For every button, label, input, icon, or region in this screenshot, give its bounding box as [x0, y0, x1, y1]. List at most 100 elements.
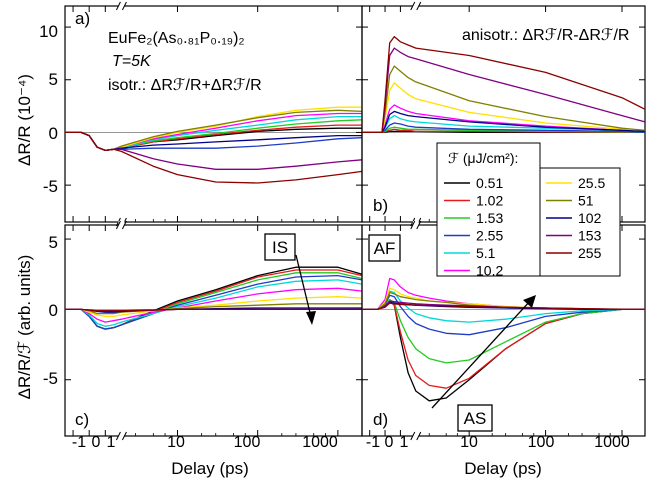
- axis-break-mark: [121, 1, 127, 11]
- panel-label-d: d): [373, 410, 388, 429]
- x-tick-label: -1: [72, 434, 86, 451]
- y-tick-label: -5: [43, 177, 58, 196]
- annotation-anisotropic: anisotr.: ΔRℱ/R-ΔRℱ/R: [462, 27, 629, 44]
- y-tick-label: 10: [39, 22, 58, 41]
- series-line: [362, 65, 646, 134]
- legend-frame-2: [539, 167, 621, 277]
- x-axis-label-right: Delay (ps): [464, 459, 541, 478]
- series-line: [65, 296, 363, 318]
- legend-label: 51: [578, 193, 594, 209]
- arrowhead-is: [306, 311, 316, 325]
- panel-label-c: c): [75, 410, 89, 429]
- x-tick-label: 0: [385, 434, 394, 451]
- x-axis-label-left: Delay (ps): [171, 459, 248, 478]
- legend-label: 255: [578, 245, 602, 261]
- x-tick-label: 1000: [594, 434, 630, 451]
- x-tick-label: 0: [92, 434, 101, 451]
- annotation-temperature: T=5K: [112, 53, 152, 70]
- axis-break-mark: [115, 1, 121, 11]
- x-tick-label: 100: [234, 434, 261, 451]
- legend-label: 1.02: [476, 193, 503, 209]
- series-line: [65, 269, 363, 330]
- panel-c: [64, 220, 363, 441]
- legend-label: 102: [578, 210, 602, 226]
- annotation-as: AS: [464, 409, 487, 428]
- series-line: [65, 307, 362, 313]
- y-tick-label: 5: [49, 70, 58, 89]
- legend-label: 2.55: [476, 228, 503, 244]
- y-tick-labels-top: 10 5 0 -5: [39, 22, 58, 196]
- series-line: [65, 274, 363, 330]
- y-tick-label: 0: [49, 124, 58, 143]
- axis-break-mark: [410, 220, 416, 230]
- y-axis-label-top: ΔR/R (10⁻⁴): [15, 74, 34, 166]
- series-line: [65, 287, 363, 323]
- series-line: [65, 131, 363, 184]
- legend-label: 5.1: [476, 245, 496, 261]
- axis-break-gap: [412, 2, 419, 10]
- series-line: [362, 287, 645, 311]
- annotation-is: IS: [272, 238, 288, 257]
- arrow-as-af: [431, 299, 532, 409]
- axis-break-mark: [416, 220, 422, 230]
- x-tick-labels-left: -1 0 1 10 100 1000: [72, 434, 338, 451]
- y-tick-label: 0: [49, 301, 58, 320]
- annotation-isotropic: isotr.: ΔRℱ/R+ΔRℱ/R: [108, 77, 262, 94]
- legend: ℱ (μJ/cm²): 0.51 1.021.53 2.555.1 10.2 25.5 5…: [436, 142, 621, 279]
- x-tick-label: 1000: [302, 434, 338, 451]
- annotation-box-as: [457, 404, 493, 432]
- x-tick-label: 10: [167, 434, 185, 451]
- arrow-is: [295, 254, 313, 322]
- annotation-af: AF: [374, 239, 396, 258]
- panel-label-a: a): [75, 9, 90, 28]
- series-line: [65, 279, 363, 327]
- legend-label: 153: [578, 228, 602, 244]
- series-line: [65, 112, 362, 152]
- x-tick-label: 1: [400, 434, 409, 451]
- axis-break-mark: [115, 220, 121, 230]
- x-tick-label: 10: [460, 434, 478, 451]
- series-line: [362, 302, 646, 311]
- y-axis-label-bottom: ΔR/R/ℱ (arb. units): [15, 255, 34, 400]
- plot-frame: [64, 224, 363, 437]
- annotation-compound: EuFe₂(As₀.₈₁P₀.₁₉)₂: [108, 30, 245, 47]
- y-tick-label: 5: [49, 233, 58, 252]
- axis-break-gap: [118, 432, 125, 440]
- x-tick-label: -1: [366, 434, 380, 451]
- series-line: [65, 127, 362, 152]
- annotation-box-af: [368, 234, 401, 262]
- arrowhead-as-af: [523, 295, 536, 308]
- axis-break-mark: [115, 431, 121, 441]
- legend-label: 25.5: [578, 175, 605, 191]
- panel-a: [64, 1, 363, 227]
- panel-d: [361, 220, 646, 441]
- series-line: [362, 294, 645, 336]
- legend-label: 1.53: [476, 210, 503, 226]
- x-tick-label: 1: [107, 434, 116, 451]
- panel-b: [361, 1, 646, 227]
- legend-title-bg: [445, 149, 537, 167]
- panel-label-b: b): [373, 196, 388, 215]
- legend-title: ℱ (μJ/cm²):: [448, 150, 518, 166]
- series-line: [65, 131, 363, 170]
- legend-label: 0.51: [476, 175, 503, 191]
- axis-break-mark: [121, 220, 127, 230]
- series-line: [362, 300, 645, 389]
- axis-break-mark: [416, 1, 422, 11]
- axis-break-gap: [412, 432, 419, 440]
- series-line: [362, 35, 646, 134]
- y-tick-label: -5: [43, 369, 58, 388]
- axis-break-mark: [121, 431, 127, 441]
- x-tick-labels-right: -1 0 1 10 100 1000: [366, 434, 630, 451]
- y-tick-labels-bottom: 5 0 -5: [43, 233, 58, 388]
- axis-break-gap: [412, 221, 419, 229]
- axis-break-gap: [118, 221, 125, 229]
- series-line: [65, 308, 362, 312]
- axis-break-gap: [118, 2, 125, 10]
- axis-break-mark: [410, 431, 416, 441]
- axis-break-mark: [416, 431, 422, 441]
- axis-break-mark: [410, 1, 416, 11]
- annotation-box-is: [264, 233, 296, 261]
- legend-label: 10.2: [476, 263, 503, 279]
